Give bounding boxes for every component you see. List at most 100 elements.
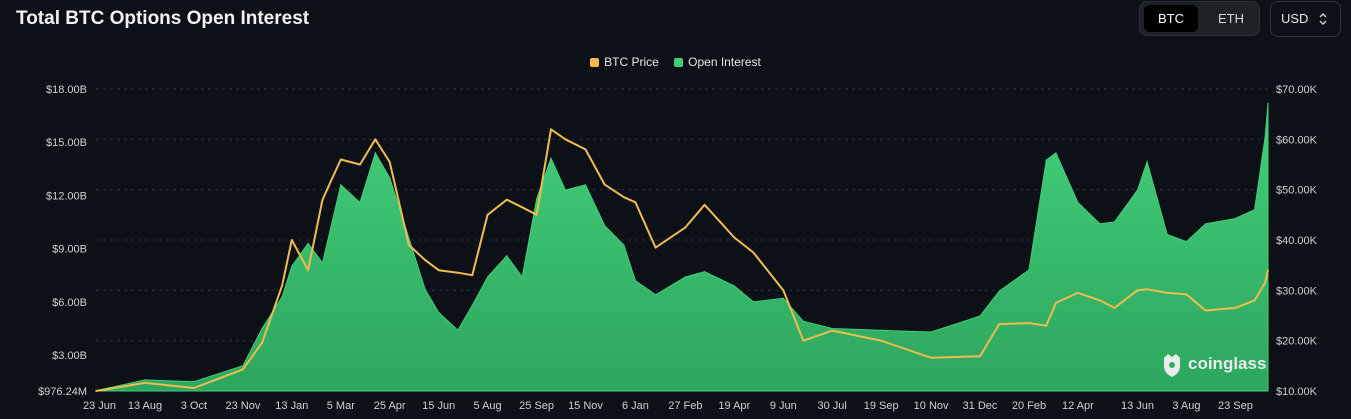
right-axis: $10.00K $20.00K $30.00K $40.00K $50.00K $60.0… bbox=[1276, 84, 1318, 398]
btc-price-point bbox=[802, 339, 805, 342]
x-tick-label: 9 Jun bbox=[770, 400, 797, 412]
updown-chevron-icon bbox=[1319, 13, 1327, 25]
btc-price-point bbox=[340, 158, 342, 161]
btc-price-point bbox=[1055, 302, 1057, 304]
btc-price-point bbox=[193, 387, 195, 389]
btc-price-point bbox=[564, 138, 567, 141]
y-left-tick-label: $12.00B bbox=[46, 190, 87, 202]
open-interest-point bbox=[979, 315, 981, 317]
open-interest-point bbox=[1077, 201, 1079, 204]
btc-price-point bbox=[374, 138, 377, 141]
open-interest-point bbox=[930, 331, 932, 333]
open-interest-point bbox=[1234, 217, 1236, 220]
btc-price-point bbox=[291, 239, 293, 241]
page-title: Total BTC Options Open Interest bbox=[16, 8, 310, 29]
open-interest-series bbox=[95, 102, 1269, 392]
btc-price-point bbox=[603, 183, 606, 186]
btc-price-point bbox=[998, 323, 1000, 325]
btc-price-point bbox=[471, 274, 474, 277]
open-interest-point bbox=[1254, 209, 1256, 211]
open-interest-point bbox=[831, 327, 833, 330]
y-right-tick-label: $50.00K bbox=[1276, 185, 1318, 197]
y-left-tick-label: $15.00B bbox=[46, 137, 87, 149]
btc-price-point bbox=[144, 382, 146, 384]
open-interest-point bbox=[684, 276, 687, 278]
btc-price-point bbox=[634, 201, 637, 204]
tab-eth[interactable]: ETH bbox=[1218, 11, 1244, 26]
open-interest-point bbox=[564, 189, 567, 191]
btc-price-point bbox=[506, 198, 508, 201]
currency-select[interactable]: USD bbox=[1270, 1, 1341, 37]
open-interest-point bbox=[1028, 269, 1030, 271]
x-tick-label: 23 Sep bbox=[1218, 400, 1253, 412]
btc-price-point bbox=[408, 244, 410, 246]
open-interest-point bbox=[389, 177, 391, 179]
x-tick-label: 30 Jul bbox=[818, 400, 847, 412]
open-interest-point bbox=[521, 276, 523, 278]
btc-price-point bbox=[1204, 309, 1207, 312]
btc-price-point bbox=[388, 161, 391, 163]
x-tick-label: 25 Sep bbox=[519, 400, 554, 412]
legend-swatch-btc-price bbox=[590, 58, 600, 67]
btc-price-point bbox=[1264, 282, 1266, 284]
y-left-tick-label: $18.00B bbox=[46, 84, 87, 96]
open-interest-point bbox=[634, 280, 637, 282]
btc-price-point bbox=[930, 357, 932, 359]
legend-item-btc-price[interactable]: BTC Price bbox=[590, 55, 659, 69]
open-interest-point bbox=[880, 329, 882, 331]
open-interest-point bbox=[1136, 189, 1139, 191]
btc-price-point bbox=[1077, 292, 1079, 294]
open-interest-point bbox=[242, 365, 244, 367]
open-interest-point bbox=[1267, 102, 1269, 104]
open-interest-area bbox=[95, 103, 1269, 392]
asset-toggle: BTC ETH bbox=[1139, 1, 1260, 36]
btc-price-point bbox=[486, 214, 489, 216]
open-interest-point bbox=[550, 157, 552, 159]
btc-price-point bbox=[752, 251, 755, 254]
open-interest-point bbox=[752, 301, 755, 303]
open-interest-point bbox=[424, 288, 426, 291]
btc-price-point bbox=[1234, 307, 1237, 309]
btc-price-point bbox=[703, 204, 706, 206]
coinglass-logo-icon bbox=[1164, 354, 1180, 377]
left-axis: $976.24M $3.00B $6.00B $9.00B $12.00B $15.00B… bbox=[38, 84, 87, 398]
open-interest-point bbox=[584, 184, 587, 186]
btc-price-point bbox=[654, 246, 657, 249]
y-right-tick-label: $10.00K bbox=[1276, 386, 1318, 398]
tab-btc[interactable]: BTC bbox=[1144, 5, 1198, 32]
x-tick-label: 25 Apr bbox=[374, 400, 406, 412]
btc-price-point bbox=[1267, 269, 1269, 272]
legend-item-open-interest[interactable]: Open Interest bbox=[674, 55, 761, 69]
open-interest-point bbox=[1099, 223, 1101, 225]
btc-price-point bbox=[831, 329, 833, 332]
y-left-tick-label: $3.00B bbox=[52, 350, 87, 362]
btc-price-point bbox=[1045, 324, 1048, 327]
btc-price-point bbox=[242, 368, 244, 371]
open-interest-point bbox=[457, 329, 459, 331]
open-interest-point bbox=[1185, 241, 1187, 243]
open-interest-point bbox=[704, 271, 706, 273]
open-interest-point bbox=[359, 201, 361, 204]
btc-price-point bbox=[684, 226, 687, 229]
open-interest-point bbox=[261, 327, 263, 330]
open-interest-point bbox=[408, 237, 410, 239]
btc-price-point bbox=[437, 269, 440, 272]
legend-label-btc-price: BTC Price bbox=[604, 55, 659, 69]
btc-price-series bbox=[95, 128, 1269, 392]
open-interest-point bbox=[536, 198, 538, 200]
open-interest-point bbox=[623, 244, 625, 246]
x-tick-label: 19 Apr bbox=[718, 400, 750, 412]
btc-price-point bbox=[1146, 288, 1148, 291]
x-tick-label: 15 Jun bbox=[422, 400, 455, 412]
y-right-tick-label: $30.00K bbox=[1276, 285, 1318, 297]
btc-price-point bbox=[321, 198, 324, 201]
y-right-tick-label: $20.00K bbox=[1276, 336, 1318, 348]
open-interest-point bbox=[733, 285, 735, 287]
btc-price-point bbox=[1253, 299, 1256, 302]
btc-price-point bbox=[782, 289, 785, 292]
x-tick-label: 12 Apr bbox=[1062, 400, 1094, 412]
open-interest-point bbox=[471, 304, 473, 306]
open-interest-point bbox=[782, 297, 784, 299]
x-tick-label: 13 Aug bbox=[128, 400, 162, 412]
